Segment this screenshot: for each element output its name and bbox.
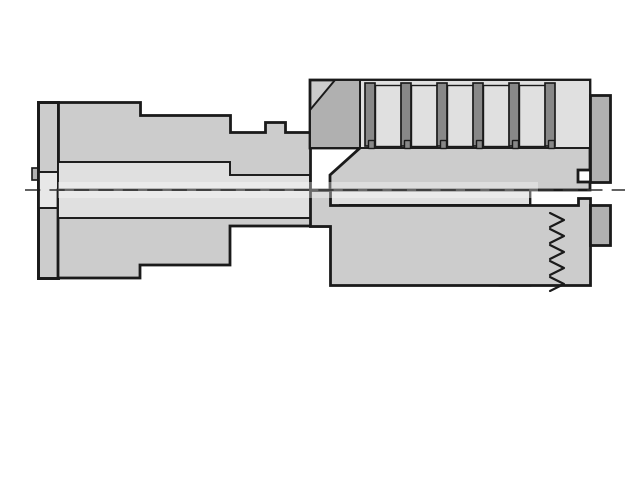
Polygon shape bbox=[58, 190, 530, 285]
Polygon shape bbox=[437, 83, 447, 146]
Polygon shape bbox=[411, 85, 437, 146]
Polygon shape bbox=[58, 190, 530, 218]
Polygon shape bbox=[404, 140, 410, 148]
Polygon shape bbox=[375, 85, 401, 146]
Polygon shape bbox=[365, 83, 375, 146]
FancyBboxPatch shape bbox=[58, 182, 538, 198]
Polygon shape bbox=[58, 102, 310, 190]
Polygon shape bbox=[545, 83, 555, 146]
Polygon shape bbox=[440, 140, 446, 148]
Polygon shape bbox=[360, 80, 590, 148]
Polygon shape bbox=[512, 140, 518, 148]
Polygon shape bbox=[476, 140, 482, 148]
Polygon shape bbox=[519, 85, 545, 146]
Polygon shape bbox=[38, 172, 58, 208]
Polygon shape bbox=[401, 83, 411, 146]
Polygon shape bbox=[590, 95, 610, 182]
Polygon shape bbox=[310, 190, 590, 285]
Polygon shape bbox=[58, 162, 310, 190]
Polygon shape bbox=[368, 140, 374, 148]
Polygon shape bbox=[473, 83, 483, 146]
Polygon shape bbox=[548, 140, 554, 148]
Polygon shape bbox=[509, 83, 519, 146]
Polygon shape bbox=[310, 80, 590, 190]
Polygon shape bbox=[38, 102, 58, 278]
Polygon shape bbox=[310, 80, 360, 148]
Polygon shape bbox=[32, 168, 38, 180]
Polygon shape bbox=[447, 85, 473, 146]
Polygon shape bbox=[483, 85, 509, 146]
Polygon shape bbox=[590, 205, 610, 245]
